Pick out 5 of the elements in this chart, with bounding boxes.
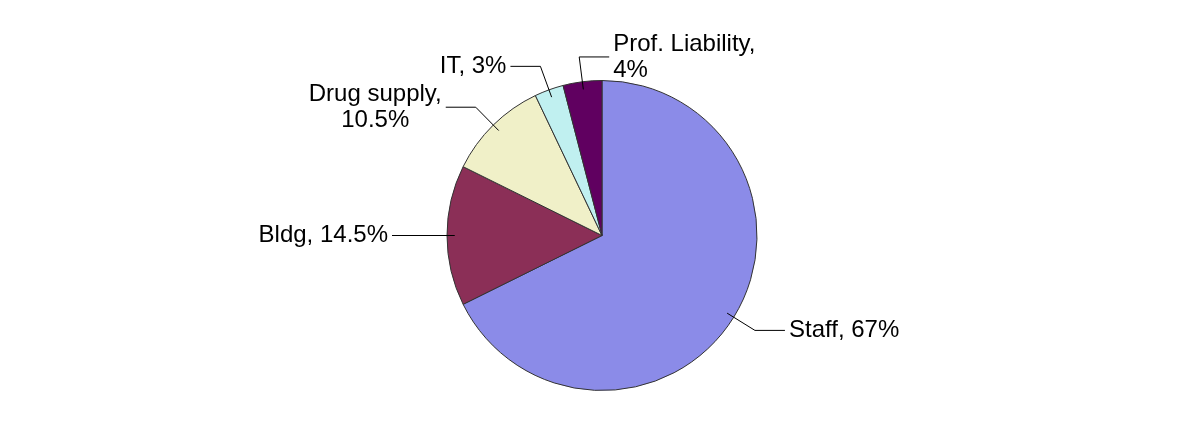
slice-label: Bldg, 14.5% — [258, 220, 388, 248]
slice-label: IT, 3% — [439, 50, 507, 78]
slice-label: Prof. Liability, 4% — [613, 28, 756, 82]
slice-label: Drug supply, 10.5% — [308, 78, 442, 132]
slice-label: Staff, 67% — [788, 315, 900, 343]
